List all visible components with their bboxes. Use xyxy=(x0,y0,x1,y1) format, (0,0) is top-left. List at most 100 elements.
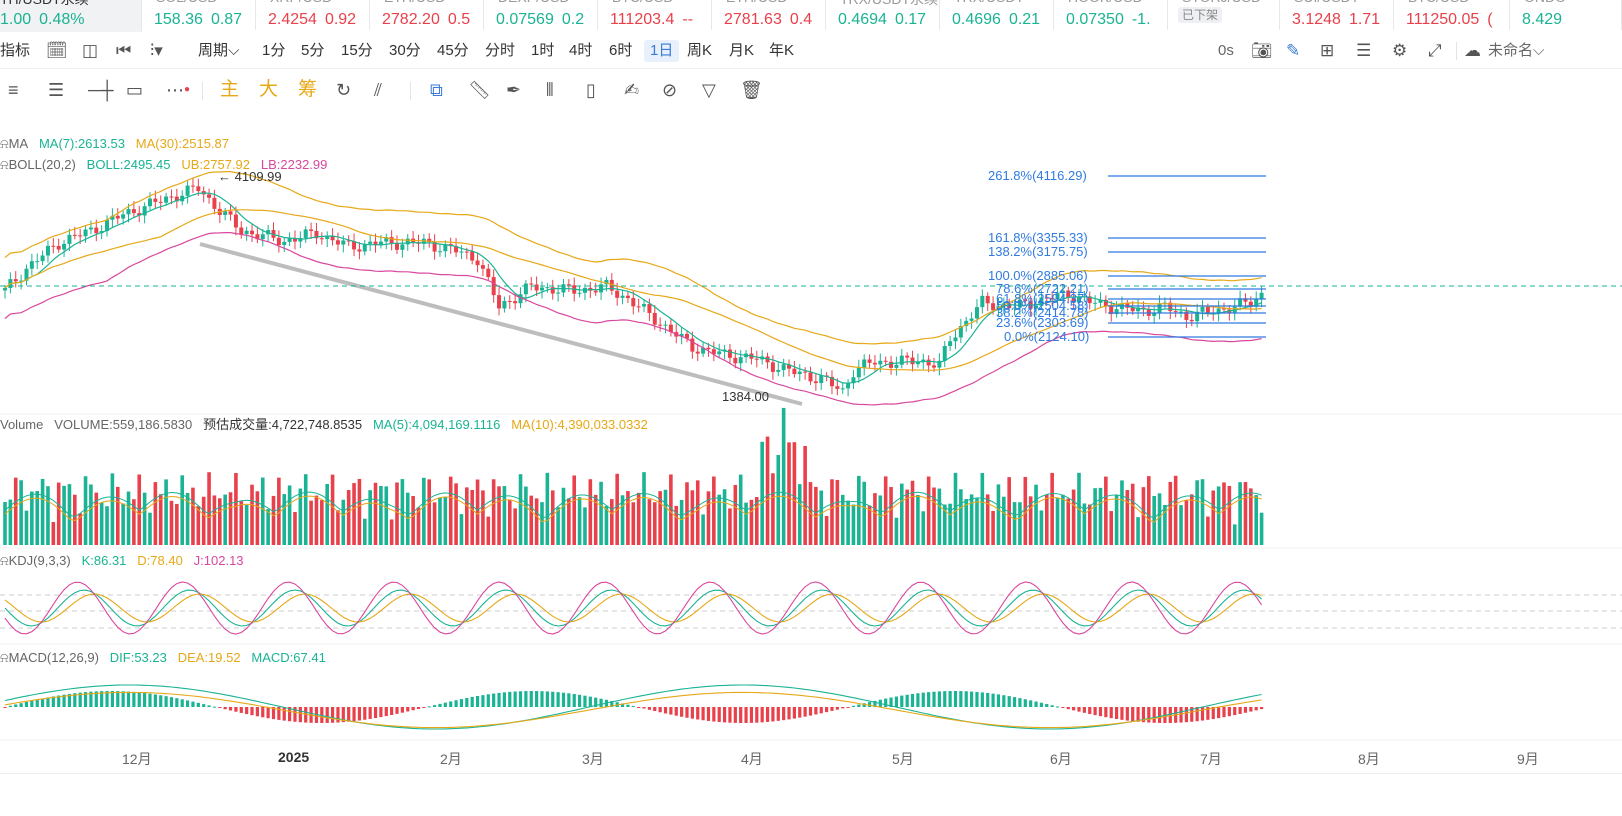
candle-body xyxy=(577,292,582,294)
chip-distribution-button[interactable]: 筹 xyxy=(298,79,318,100)
volume-bar xyxy=(255,491,260,545)
ticker-item[interactable]: ETH/USD 2782.20 0.5 xyxy=(370,0,484,32)
period-option[interactable]: 4时 xyxy=(569,42,593,59)
eraser-icon[interactable]: ⊘ xyxy=(662,80,678,100)
ticker-item[interactable]: BTC/USD 111203.4 -- xyxy=(598,0,712,32)
calendar-icon[interactable]: 🗓︎ xyxy=(46,41,68,60)
ticker-item[interactable]: ETH/USD 2781.63 0.4 xyxy=(712,0,826,32)
pen-icon[interactable]: ✎ xyxy=(1286,41,1301,60)
candle-body xyxy=(727,349,732,358)
cloud-icon[interactable]: ☁ xyxy=(1464,41,1481,60)
battery-icon[interactable]: ▯ xyxy=(586,80,596,100)
period-option[interactable]: 30分 xyxy=(389,42,421,59)
macd-histogram-bar xyxy=(67,693,72,707)
macd-histogram-bar xyxy=(814,707,818,715)
ticker-item[interactable]: BTC/USD 111250.05 ( xyxy=(1394,0,1510,32)
macd-histogram-bar xyxy=(787,707,791,720)
volume-bar xyxy=(599,481,603,545)
period-option[interactable]: 1日 xyxy=(644,40,680,62)
replay-icon[interactable]: ⏮ xyxy=(116,41,132,60)
trash-icon[interactable]: 🗑︎ xyxy=(740,80,763,100)
layout-icon[interactable]: ◫ xyxy=(82,41,99,60)
list-icon[interactable]: ☰ xyxy=(1356,41,1372,60)
ticker-item[interactable]: TH/USDT永续 1.00 0.48% xyxy=(0,0,142,32)
brush-icon[interactable]: ✒ xyxy=(506,80,522,100)
macd-histogram-bar xyxy=(1023,699,1027,707)
macd-histogram-bar xyxy=(561,692,566,707)
main-chart-button[interactable]: 主 xyxy=(220,79,240,100)
candle-body xyxy=(1152,313,1157,316)
volume-bar xyxy=(1206,516,1210,545)
ticker-item[interactable]: STORJ/USD 已下架 xyxy=(1168,0,1280,32)
filter-icon[interactable]: ▽ xyxy=(702,80,716,100)
period-option[interactable]: 月K xyxy=(729,42,755,59)
period-option[interactable]: 年K xyxy=(769,42,795,59)
volume-bar xyxy=(78,513,82,545)
candle-body xyxy=(1259,292,1264,300)
volume-bar xyxy=(1232,524,1237,545)
rectangle-icon[interactable]: ▭ xyxy=(126,80,144,100)
period-option[interactable]: 5分 xyxy=(301,42,325,59)
macd-histogram-bar xyxy=(336,707,340,723)
macd-histogram-bar xyxy=(1184,707,1188,723)
period-dropdown[interactable]: 周期⌵ xyxy=(198,42,240,59)
macd-histogram-bar xyxy=(948,691,952,707)
macd-histogram-bar xyxy=(443,702,447,707)
indicator-button[interactable]: 指标 xyxy=(0,42,31,59)
macd-histogram-bar xyxy=(73,693,77,707)
ticker-item[interactable]: SUI/USDT 3.1248 1.71 xyxy=(1280,0,1394,32)
camera-icon[interactable]: 📷︎ xyxy=(1251,41,1273,60)
candle-body xyxy=(137,213,142,216)
candle-body xyxy=(260,234,265,240)
horizontal-lines-icon[interactable]: ☰ xyxy=(48,80,65,100)
period-option[interactable]: 分时 xyxy=(485,42,516,59)
add-layout-icon[interactable]: ⊞ xyxy=(1320,41,1335,60)
volume-bar xyxy=(1163,504,1167,545)
big-order-button[interactable]: 大 xyxy=(259,79,279,100)
macd-histogram-bar xyxy=(1206,707,1210,720)
fullscreen-icon[interactable]: ⤢ xyxy=(1428,41,1442,60)
macd-histogram-bar xyxy=(964,691,968,707)
candle-body xyxy=(964,320,969,326)
layout-name-dropdown[interactable]: 未命名⌵ xyxy=(1488,42,1545,59)
period-option[interactable]: 6时 xyxy=(609,42,633,59)
more-tools-icon[interactable]: ⋯● xyxy=(166,80,191,100)
period-option[interactable]: 1时 xyxy=(531,42,555,59)
macd-histogram-bar xyxy=(83,692,88,707)
sync-icon[interactable]: ↻ xyxy=(336,80,352,100)
candle-pattern-icon[interactable]: ⫴ xyxy=(546,80,554,100)
candle-body xyxy=(915,361,920,365)
magnet-icon[interactable]: ⫽ xyxy=(374,80,383,100)
copy-icon[interactable]: ⧉ xyxy=(430,80,443,100)
ticker-item[interactable]: DEXP/USD 0.07569 0.2 xyxy=(484,0,598,32)
candle-type-icon[interactable]: ⫶▾ xyxy=(150,41,163,60)
ticker-change: 0.5 xyxy=(447,11,471,28)
crosshair-settings-icon[interactable]: ≡ xyxy=(8,80,19,100)
settings-icon[interactable]: ⚙ xyxy=(1392,41,1408,60)
candle-body xyxy=(958,325,963,338)
period-option[interactable]: 1分 xyxy=(262,42,286,59)
horizontal-line-icon[interactable]: ─┼ xyxy=(88,80,114,100)
volume-bar xyxy=(819,490,824,545)
candle-body xyxy=(905,355,910,358)
ticker-item[interactable]: TRX/USDT永续 0.4694 0.17 xyxy=(826,0,940,32)
candle-body xyxy=(1007,303,1012,309)
ticker-item[interactable]: XRP/USD 2.4254 0.92 xyxy=(256,0,370,32)
period-option[interactable]: 周K xyxy=(687,42,713,59)
period-option[interactable]: 15分 xyxy=(341,42,373,59)
volume-bar xyxy=(83,476,88,545)
ruler-icon[interactable]: 📏︎ xyxy=(468,80,491,100)
ticker-item[interactable]: HOOK/USD 0.07350 -1. xyxy=(1054,0,1168,32)
trend-line xyxy=(199,242,803,406)
candle-body xyxy=(437,251,442,253)
macd-histogram-bar xyxy=(169,697,174,707)
period-option[interactable]: 45分 xyxy=(437,42,469,59)
note-icon[interactable]: ✍ xyxy=(624,80,640,100)
ticker-item[interactable]: TRX/USDT 0.4696 0.21 xyxy=(940,0,1054,32)
ticker-item[interactable]: SOL/USD 158.36 0.87 xyxy=(142,0,256,32)
candle-body xyxy=(126,209,131,215)
volume-bar xyxy=(459,514,464,545)
macd-histogram-bar xyxy=(1072,707,1076,711)
x-axis-label: 5月 xyxy=(892,751,914,767)
